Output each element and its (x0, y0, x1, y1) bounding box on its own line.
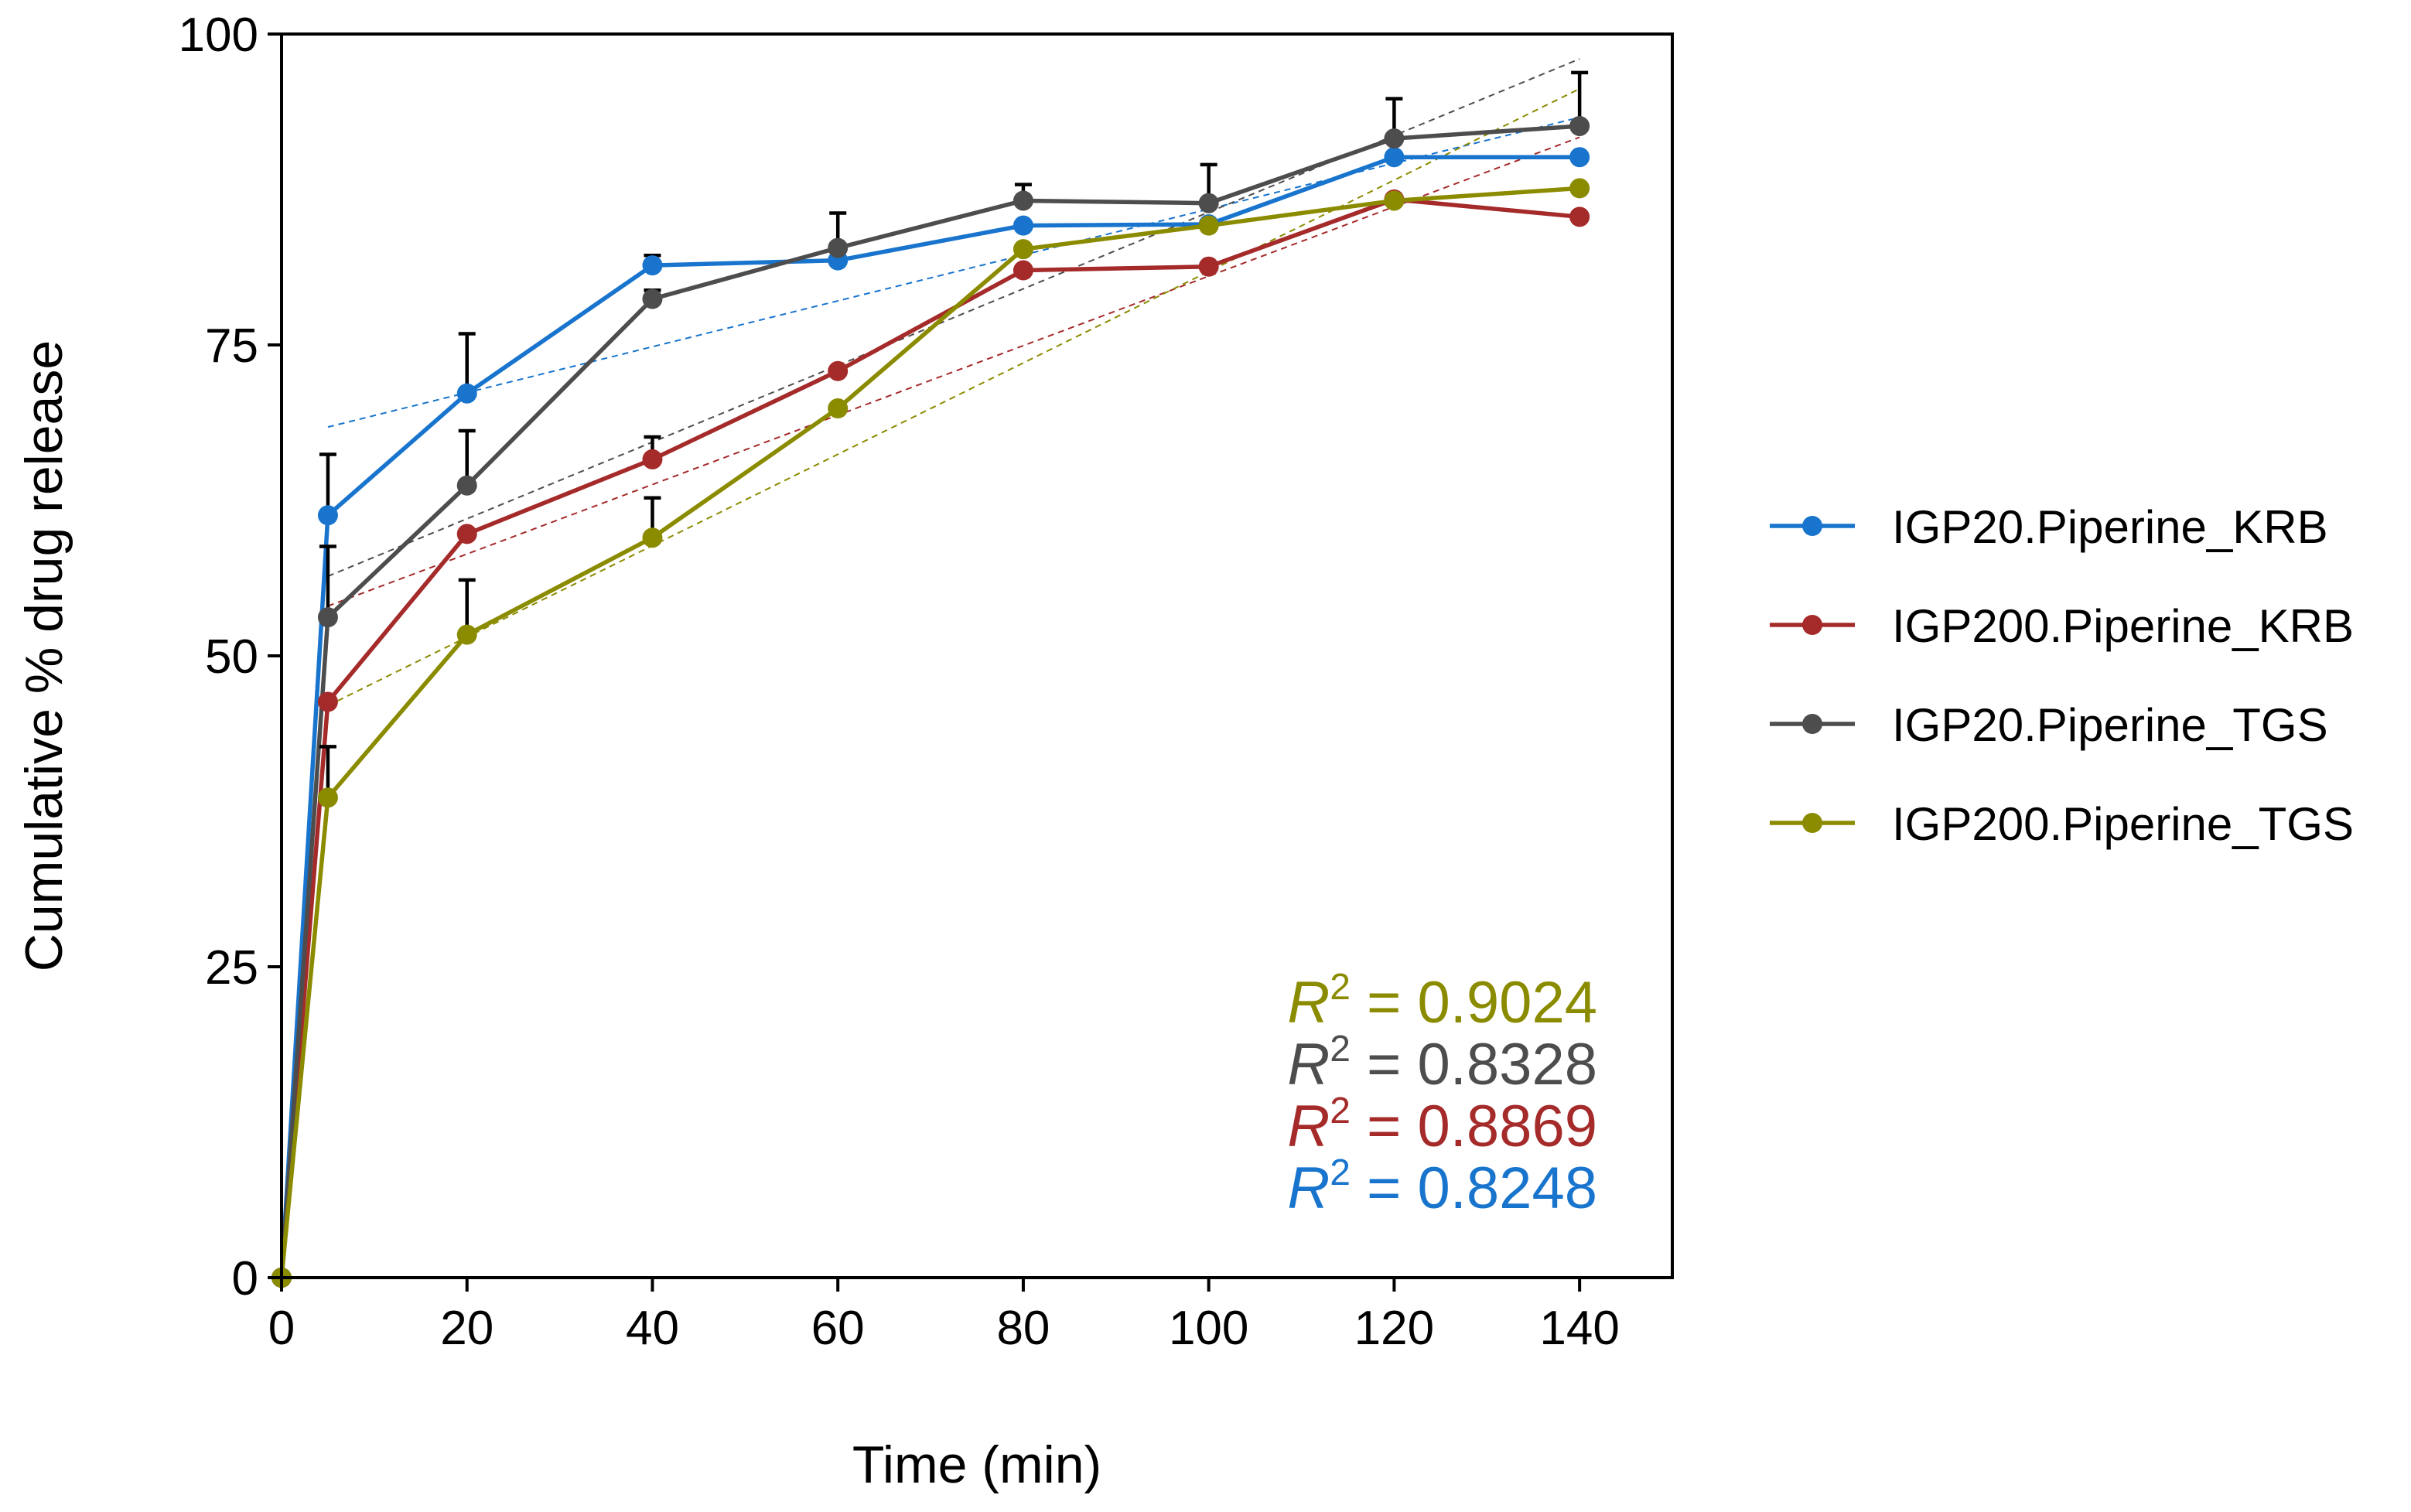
data-point-igp20-piperine-krb (317, 505, 338, 526)
data-point-igp200-piperine-tgs (828, 398, 849, 419)
legend-key-point (1802, 615, 1822, 635)
data-point-igp20-piperine-tgs (828, 237, 849, 258)
y-tick-label: 25 (205, 941, 258, 995)
data-point-igp200-piperine-krb (456, 524, 477, 544)
r-squared-label: R2 = 0.8328 (1287, 1029, 1597, 1097)
data-point-igp20-piperine-krb (456, 383, 477, 404)
data-point-igp200-piperine-krb (642, 449, 663, 469)
data-point-igp200-piperine-tgs (642, 527, 663, 548)
data-points-layer (271, 115, 1590, 1288)
data-point-igp20-piperine-tgs (456, 475, 477, 496)
r-squared-label: R2 = 0.8869 (1287, 1090, 1597, 1159)
data-point-igp20-piperine-krb (1569, 147, 1590, 168)
x-tick-label: 60 (811, 1302, 865, 1355)
data-point-igp20-piperine-tgs (317, 607, 338, 628)
y-tick-label: 100 (179, 9, 258, 62)
data-point-igp20-piperine-tgs (1198, 193, 1219, 213)
error-bars-layer (319, 70, 1589, 798)
data-point-igp20-piperine-tgs (1384, 128, 1405, 149)
data-point-igp200-piperine-tgs (1013, 239, 1033, 260)
data-point-igp200-piperine-tgs (317, 787, 338, 808)
data-point-igp20-piperine-krb (1384, 147, 1405, 168)
data-point-igp200-piperine-krb (1198, 256, 1219, 277)
data-point-igp20-piperine-krb (1013, 215, 1033, 236)
axes-layer: 0 20 40 60 80 100 120 140 0 25 50 75 100 (179, 9, 1620, 1355)
y-tick-label: 0 (232, 1252, 258, 1306)
data-point-igp200-piperine-krb (828, 360, 849, 381)
data-point-igp200-piperine-tgs (1198, 215, 1219, 236)
y-tick-label: 75 (205, 319, 258, 373)
y-tick-label: 50 (205, 630, 258, 684)
data-point-igp200-piperine-tgs (1569, 178, 1590, 199)
data-point-igp20-piperine-tgs (1013, 190, 1033, 211)
x-tick-label: 120 (1354, 1302, 1434, 1355)
data-point-igp20-piperine-tgs (1569, 115, 1590, 136)
y-axis-title: Cumulative % drug release (15, 340, 73, 971)
legend: IGP20.Piperine_KRB IGP200.Piperine_KRB IGP… (1770, 501, 2354, 850)
x-tick-label: 140 (1539, 1302, 1619, 1355)
r-squared-label: R2 = 0.9024 (1287, 967, 1597, 1036)
data-point-igp200-piperine-krb (1569, 206, 1590, 227)
x-tick-label: 20 (440, 1302, 493, 1355)
data-point-igp200-piperine-tgs (1384, 190, 1405, 211)
legend-key-point (1802, 714, 1822, 734)
legend-key-point (1802, 813, 1822, 833)
legend-key-point (1802, 516, 1822, 536)
data-point-igp200-piperine-krb (317, 691, 338, 712)
data-point-igp20-piperine-krb (642, 255, 663, 276)
data-point-igp200-piperine-krb (1013, 260, 1033, 281)
legend-entry-label: IGP20.Piperine_TGS (1892, 699, 2328, 751)
data-point-igp20-piperine-tgs (642, 288, 663, 309)
legend-entry-label: IGP200.Piperine_TGS (1892, 798, 2354, 850)
x-tick-label: 0 (268, 1302, 295, 1355)
trendline-igp200-piperine-tgs (327, 87, 1580, 707)
legend-entry-label: IGP20.Piperine_KRB (1892, 501, 2328, 553)
r-squared-label: R2 = 0.8248 (1287, 1152, 1597, 1221)
trendline-igp20-piperine-krb (327, 116, 1580, 428)
data-point-igp200-piperine-tgs (456, 624, 477, 645)
x-tick-label: 80 (996, 1302, 1050, 1355)
x-axis-title: Time (min) (852, 1435, 1101, 1494)
x-tick-label: 100 (1169, 1302, 1248, 1355)
x-tick-label: 40 (626, 1302, 679, 1355)
legend-entry-label: IGP200.Piperine_KRB (1892, 600, 2354, 652)
